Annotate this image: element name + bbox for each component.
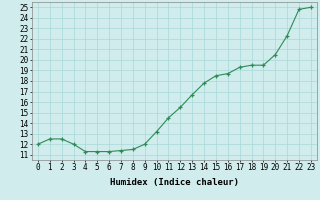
X-axis label: Humidex (Indice chaleur): Humidex (Indice chaleur)	[110, 178, 239, 187]
